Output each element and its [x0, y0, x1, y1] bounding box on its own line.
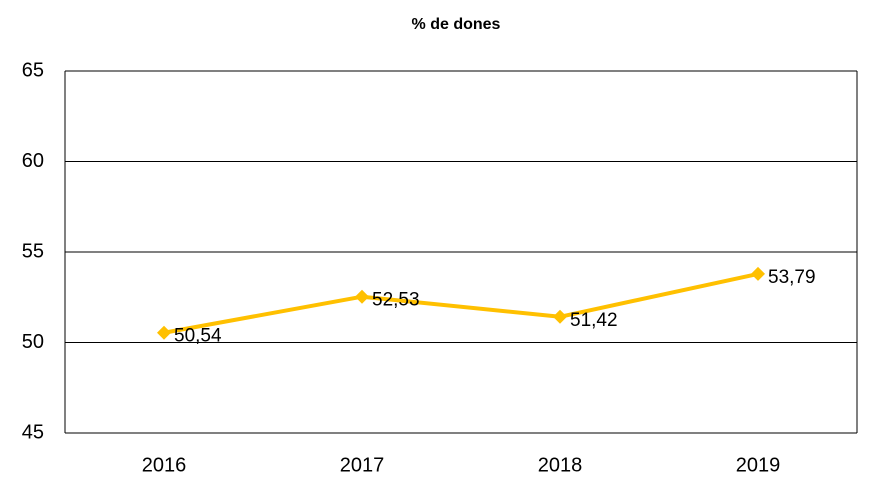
data-label: 50,54 [174, 326, 222, 347]
y-tick-label: 45 [22, 421, 44, 443]
data-marker [355, 289, 369, 304]
x-tick-label: 2016 [142, 454, 187, 476]
data-label: 53,79 [768, 267, 816, 288]
data-marker [751, 266, 765, 281]
y-tick-label: 55 [22, 240, 44, 262]
data-marker [553, 309, 567, 324]
y-tick-label: 60 [22, 150, 44, 172]
data-label: 51,42 [570, 310, 618, 331]
y-tick-label: 65 [22, 59, 44, 81]
x-tick-label: 2019 [736, 454, 781, 476]
data-label: 52,53 [372, 290, 420, 311]
data-marker [157, 325, 171, 340]
chart-title: % de dones [412, 16, 501, 33]
y-tick-label: 50 [22, 331, 44, 353]
data-line [163, 271, 759, 335]
x-tick-label: 2017 [340, 454, 385, 476]
x-tick-label: 2018 [538, 454, 583, 476]
